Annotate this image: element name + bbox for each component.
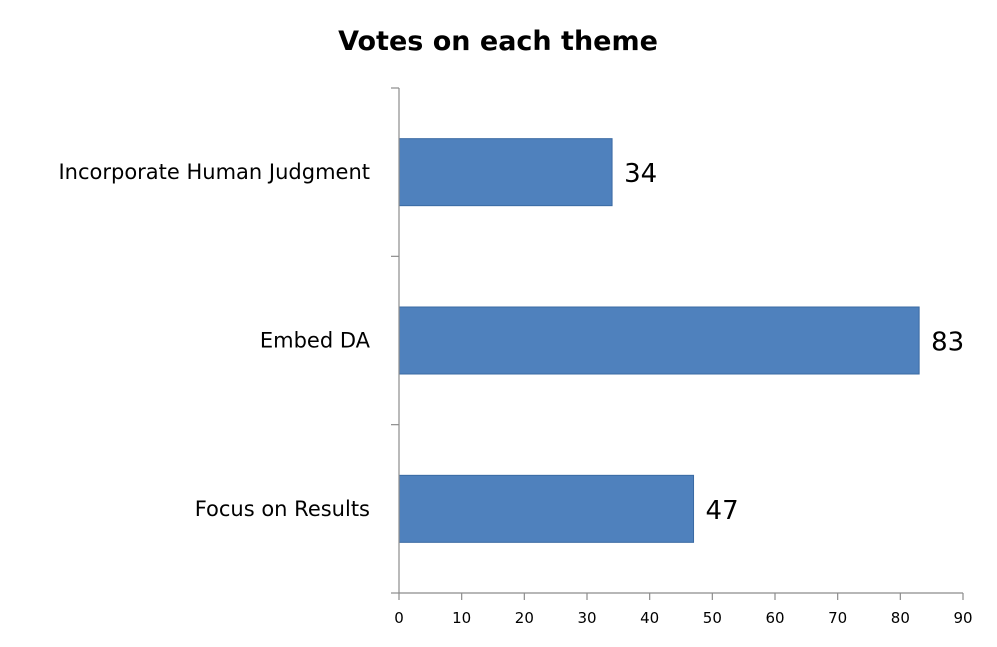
category-labels: Incorporate Human Judgment Embed DA Focus … (58, 160, 370, 521)
x-tick-label-9: 90 (953, 609, 972, 627)
bar-2 (398, 474, 695, 543)
chart-title: Votes on each theme (338, 26, 658, 57)
data-labels: 34 83 47 (624, 159, 964, 526)
data-label-1: 83 (931, 328, 964, 358)
x-tick-label-3: 30 (577, 609, 596, 627)
x-tick-label-8: 80 (891, 609, 910, 627)
x-tick-labels: 0 10 20 30 40 50 60 70 80 90 (394, 609, 972, 627)
bar-1 (398, 306, 920, 375)
data-label-0: 34 (624, 159, 657, 189)
category-label-0: Incorporate Human Judgment (58, 160, 370, 184)
data-label-2: 47 (706, 496, 739, 526)
x-tick-label-0: 0 (394, 609, 404, 627)
x-tick-label-6: 60 (765, 609, 784, 627)
x-tick-label-1: 10 (452, 609, 471, 627)
x-tick-label-2: 20 (515, 609, 534, 627)
x-tick-label-5: 50 (703, 609, 722, 627)
bar-0 (398, 138, 613, 207)
bars-group (398, 138, 920, 543)
x-tick-label-7: 70 (828, 609, 847, 627)
category-label-2: Focus on Results (195, 497, 370, 521)
x-tick-label-4: 40 (640, 609, 659, 627)
axes (391, 87, 964, 600)
category-label-1: Embed DA (260, 329, 371, 353)
